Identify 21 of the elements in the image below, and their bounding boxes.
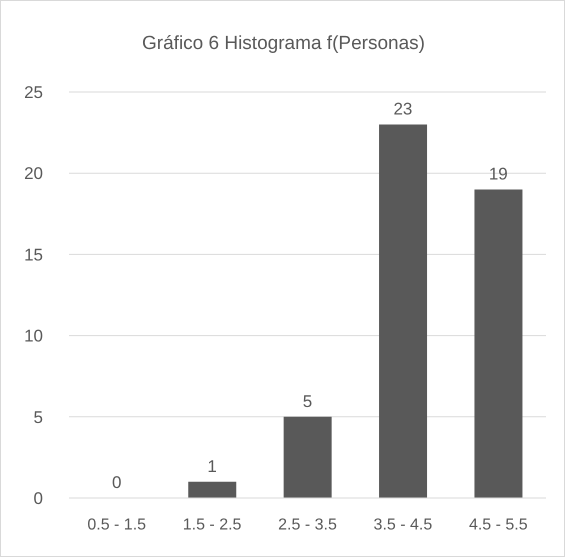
chart-title: Gráfico 6 Histograma f(Personas) bbox=[141, 33, 426, 55]
x-tick-label: 0.5 - 1.5 bbox=[87, 516, 146, 534]
y-tick-label: 5 bbox=[34, 408, 43, 427]
y-tick-label: 20 bbox=[24, 164, 43, 184]
bar bbox=[188, 482, 236, 498]
x-tick-label: 3.5 - 4.5 bbox=[374, 516, 432, 534]
y-tick-label: 0 bbox=[34, 489, 43, 508]
data-label: 23 bbox=[393, 99, 412, 118]
data-label: 19 bbox=[488, 164, 508, 184]
bar bbox=[474, 189, 522, 498]
data-label: 5 bbox=[302, 392, 312, 411]
y-tick-label: 25 bbox=[24, 83, 43, 102]
x-tick-label: 1.5 - 2.5 bbox=[182, 516, 242, 534]
bar bbox=[379, 124, 428, 498]
data-label: 0 bbox=[112, 473, 122, 492]
bar bbox=[284, 416, 332, 498]
y-tick-label: 15 bbox=[24, 245, 43, 264]
y-tick-label: 10 bbox=[24, 326, 43, 346]
x-tick-label: 2.5 - 3.5 bbox=[278, 516, 337, 534]
data-label: 1 bbox=[207, 456, 217, 476]
x-tick-label: 4.5 - 5.5 bbox=[468, 516, 528, 534]
